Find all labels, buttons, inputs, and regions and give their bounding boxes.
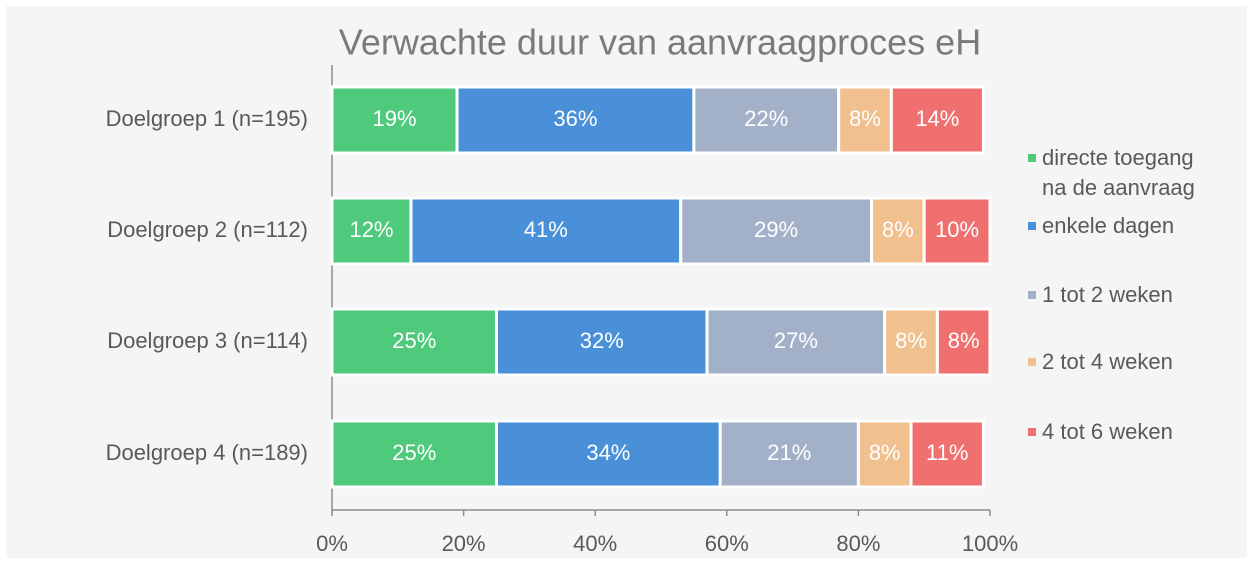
legend-marker xyxy=(1028,428,1036,436)
bar-segment xyxy=(883,307,939,377)
bar-segment xyxy=(935,307,992,377)
legend-marker xyxy=(1028,222,1036,230)
legend-entry: directe toegang na de aanvraag xyxy=(1028,143,1218,203)
legend-marker xyxy=(1028,291,1036,299)
data-label: 10% xyxy=(935,217,979,242)
bar-segment xyxy=(330,85,459,155)
y-tick-label: Doelgroep 4 (n=189) xyxy=(106,440,308,465)
bar-segment xyxy=(409,196,683,266)
x-tick-label: 80% xyxy=(836,531,880,556)
data-label: 8% xyxy=(948,328,980,353)
bar-segment xyxy=(692,85,841,155)
y-tick-label: Doelgroep 2 (n=112) xyxy=(107,217,308,242)
data-label: 25% xyxy=(392,328,436,353)
legend-label: enkele dagen xyxy=(1042,213,1175,238)
legend-entry: 4 tot 6 weken xyxy=(1028,417,1218,447)
data-label: 8% xyxy=(869,440,901,465)
x-tick-label: 60% xyxy=(705,531,749,556)
y-tick-label: Doelgroep 1 (n=195) xyxy=(106,106,308,131)
legend-marker xyxy=(1028,154,1036,162)
bar-segment xyxy=(679,196,874,266)
data-label: 21% xyxy=(767,440,811,465)
data-label: 29% xyxy=(754,217,798,242)
data-label: 32% xyxy=(580,328,624,353)
data-label: 41% xyxy=(524,217,568,242)
legend-label: 4 tot 6 weken xyxy=(1042,419,1173,444)
bar-segment xyxy=(330,196,413,266)
bar-segment xyxy=(495,419,722,489)
data-label: 14% xyxy=(915,106,959,131)
legend-label: 1 tot 2 weken xyxy=(1042,282,1173,307)
y-tick-label: Doelgroep 3 (n=114) xyxy=(107,328,308,353)
data-label: 12% xyxy=(349,217,393,242)
data-label: 8% xyxy=(882,217,914,242)
x-tick-label: 40% xyxy=(573,531,617,556)
data-label: 19% xyxy=(372,106,416,131)
data-label: 8% xyxy=(895,328,927,353)
legend-label: directe toegang na de aanvraag xyxy=(1042,145,1195,200)
data-label: 22% xyxy=(744,106,788,131)
bar-segment xyxy=(330,307,498,377)
chart-title: Verwachte duur van aanvraagproces eH xyxy=(339,22,981,63)
bar-segment xyxy=(889,85,985,155)
bar-segment xyxy=(718,419,860,489)
data-label: 25% xyxy=(392,440,436,465)
data-label: 27% xyxy=(774,328,818,353)
data-label: 11% xyxy=(926,440,968,465)
legend-entry: enkele dagen xyxy=(1028,211,1218,241)
bar-segment xyxy=(922,196,992,266)
legend-label: 2 tot 4 weken xyxy=(1042,349,1173,374)
legend-entry: 1 tot 2 weken xyxy=(1028,280,1218,310)
data-label: 34% xyxy=(586,440,630,465)
data-label: 36% xyxy=(553,106,597,131)
bar-segment xyxy=(909,419,985,489)
legend-entry: 2 tot 4 weken xyxy=(1028,347,1218,377)
bar-segment xyxy=(495,307,709,377)
data-label: 8% xyxy=(849,106,881,131)
bar-segment xyxy=(856,419,913,489)
x-tick-label: 20% xyxy=(442,531,486,556)
legend-marker xyxy=(1028,358,1036,366)
x-tick-label: 100% xyxy=(962,531,1018,556)
x-tick-label: 0% xyxy=(316,531,348,556)
